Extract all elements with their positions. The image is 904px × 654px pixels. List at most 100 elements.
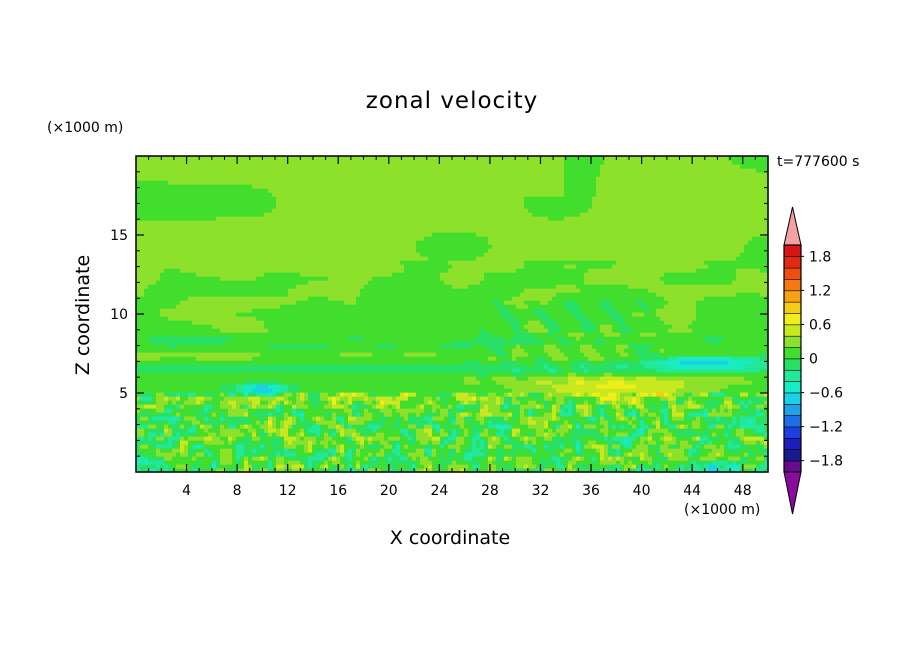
field-cell	[324, 420, 329, 425]
field-cell	[476, 404, 481, 409]
field-cell	[460, 396, 465, 401]
field-cell	[176, 424, 181, 429]
field-cell	[336, 436, 341, 441]
field-cell	[636, 416, 641, 421]
field-cell	[612, 360, 617, 365]
field-cell	[660, 416, 665, 421]
field-cell	[468, 352, 473, 357]
field-cell	[764, 352, 769, 357]
field-cell	[520, 440, 525, 445]
field-cell	[752, 428, 757, 433]
field-cell	[420, 344, 425, 349]
field-cell	[680, 440, 685, 445]
field-cell	[588, 384, 593, 389]
field-cell	[164, 464, 169, 469]
field-cell	[440, 376, 445, 381]
field-cell	[600, 464, 605, 469]
field-cell	[348, 428, 353, 433]
field-cell	[256, 364, 261, 369]
field-cell	[604, 464, 609, 469]
field-cell	[744, 452, 749, 457]
field-cell	[144, 464, 149, 469]
field-cell	[512, 392, 517, 397]
field-cell	[508, 388, 513, 393]
field-cell	[724, 420, 729, 425]
field-cell	[660, 360, 665, 365]
field-cell	[420, 460, 425, 465]
field-cell	[480, 376, 485, 381]
field-cell	[712, 356, 717, 361]
field-cell	[708, 440, 713, 445]
field-cell	[288, 452, 293, 457]
field-cell	[612, 440, 617, 445]
field-cell	[744, 388, 749, 393]
field-cell	[620, 380, 625, 385]
field-cell	[620, 392, 625, 397]
field-cell	[700, 352, 705, 357]
field-cell	[332, 412, 337, 417]
field-cell	[380, 436, 385, 441]
field-cell	[204, 364, 209, 369]
field-cell	[376, 420, 381, 425]
field-cell	[308, 392, 313, 397]
field-cell	[588, 448, 593, 453]
field-cell	[492, 368, 497, 373]
field-cell	[612, 352, 617, 357]
field-cell	[612, 416, 617, 421]
field-cell	[444, 348, 449, 353]
field-cell	[156, 452, 161, 457]
field-cell	[468, 388, 473, 393]
field-cell	[176, 420, 181, 425]
field-cell	[192, 440, 197, 445]
field-cell	[208, 400, 213, 405]
field-cell	[464, 384, 469, 389]
field-cell	[300, 400, 305, 405]
field-cell	[336, 448, 341, 453]
field-cell	[452, 456, 457, 461]
field-cell	[144, 364, 149, 369]
field-cell	[372, 388, 377, 393]
field-cell	[572, 452, 577, 457]
field-cell	[520, 468, 525, 473]
field-cell	[604, 368, 609, 373]
field-cell	[396, 364, 401, 369]
field-cell	[640, 448, 645, 453]
field-cell	[500, 380, 505, 385]
field-cell	[352, 456, 357, 461]
field-cell	[268, 452, 273, 457]
field-cell	[392, 348, 397, 353]
field-cell	[432, 432, 437, 437]
field-cell	[700, 424, 705, 429]
field-cell	[436, 404, 441, 409]
field-cell	[460, 424, 465, 429]
field-cell	[716, 440, 721, 445]
field-cell	[156, 420, 161, 425]
field-cell	[316, 420, 321, 425]
field-cell	[660, 400, 665, 405]
field-cell	[244, 452, 249, 457]
field-cell	[668, 368, 673, 373]
field-cell	[764, 368, 769, 373]
field-cell	[692, 424, 697, 429]
field-cell	[592, 432, 597, 437]
field-cell	[488, 416, 493, 421]
field-cell	[220, 376, 225, 381]
field-cell	[548, 464, 553, 469]
field-cell	[764, 428, 769, 433]
field-cell	[168, 376, 173, 381]
field-cell	[556, 396, 561, 401]
field-cell	[748, 388, 753, 393]
field-cell	[496, 388, 501, 393]
field-cell	[560, 460, 565, 465]
field-cell	[576, 388, 581, 393]
field-cell	[552, 408, 557, 413]
field-cell	[624, 432, 629, 437]
field-cell	[152, 352, 157, 357]
field-cell	[388, 408, 393, 413]
field-cell	[560, 448, 565, 453]
field-cell	[652, 464, 657, 469]
field-cell	[568, 416, 573, 421]
field-cell	[320, 408, 325, 413]
field-cell	[600, 412, 605, 417]
field-cell	[556, 404, 561, 409]
